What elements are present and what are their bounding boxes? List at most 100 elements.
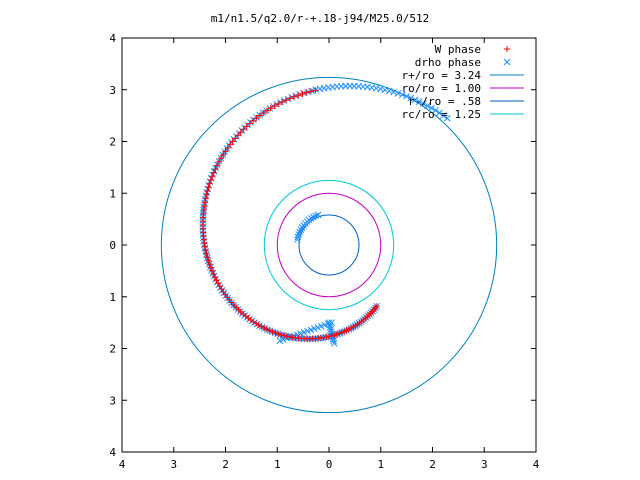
w-phase-point	[281, 332, 288, 339]
w-phase-point	[275, 101, 282, 108]
w-phase-point	[278, 331, 285, 338]
w-phase-point	[253, 115, 260, 122]
marker-stroke	[394, 90, 402, 97]
w-phase-point	[328, 332, 335, 339]
w-phase-point	[237, 129, 244, 136]
x-tick-label: 2	[429, 458, 436, 471]
y-tick-label: 4	[109, 446, 116, 459]
legend-label: r+/ro = 3.24	[402, 69, 482, 82]
w-phase-point	[216, 158, 223, 165]
drho-phase-point	[304, 88, 311, 96]
w-phase-point	[224, 145, 231, 152]
drho-phase-point	[428, 104, 435, 112]
circle-ro	[276, 192, 382, 298]
w-phase-point	[258, 323, 265, 330]
w-phase-point	[203, 250, 210, 257]
drho-phase-point	[225, 141, 233, 149]
w-phase-point	[303, 89, 310, 96]
marker-stroke	[330, 337, 337, 345]
w-phase-point	[205, 184, 212, 191]
marker-stroke	[248, 317, 256, 325]
w-phase-point	[263, 107, 270, 114]
x-tick-label: 0	[326, 458, 333, 471]
w-phase-point	[333, 331, 340, 338]
w-phase-point	[207, 176, 214, 183]
drho-phase-point	[415, 98, 423, 105]
marker-stroke	[411, 96, 419, 104]
reference-circles	[160, 76, 498, 414]
drho-phase-point	[294, 233, 302, 241]
w-phase-point	[246, 120, 253, 127]
w-phase-point	[222, 148, 229, 155]
w-phase-point	[227, 141, 234, 148]
w-phase-point	[234, 132, 241, 139]
w-phase-point	[240, 126, 247, 133]
chart-title: m1/n1.5/q2.0/r-+.18-j94/M25.0/512	[211, 12, 430, 25]
marker-stroke	[329, 83, 336, 91]
w-phase-point	[206, 261, 213, 268]
w-phase-point	[278, 99, 285, 106]
circle-rc	[263, 179, 395, 311]
w-phase-point	[326, 333, 333, 340]
w-phase-point	[203, 191, 210, 198]
marker-stroke	[503, 58, 511, 66]
w-phase-point	[272, 329, 279, 336]
w-phase-point	[206, 180, 213, 187]
marker-stroke	[420, 100, 427, 108]
w-phase-point	[308, 88, 315, 95]
w-phase-point	[266, 327, 273, 334]
w-phase-point	[373, 303, 380, 310]
w-phase-point	[210, 169, 217, 176]
marker-stroke	[390, 88, 398, 96]
marker-stroke	[328, 319, 335, 326]
drho-phase-point	[436, 109, 443, 117]
drho-phase-point	[295, 231, 303, 238]
w-phase-point	[209, 267, 216, 274]
marker-stroke	[424, 102, 431, 110]
x-tick-label: 1	[377, 458, 384, 471]
drho-phase-point	[316, 85, 324, 93]
y-tick-label: 3	[109, 394, 116, 407]
drho-phase-point	[394, 90, 402, 97]
marker-stroke	[316, 85, 324, 93]
w-phase-point	[243, 123, 250, 130]
drho-phase-point	[398, 91, 406, 99]
w-phase-point	[204, 188, 211, 195]
drho-phase-point	[328, 319, 335, 326]
w-phase-point	[202, 247, 209, 254]
w-phase-point	[201, 199, 208, 206]
w-phase-point	[212, 165, 219, 172]
drho-phase-point	[407, 94, 415, 102]
marker-stroke	[415, 98, 423, 105]
marker-stroke	[300, 89, 307, 97]
w-phase-point	[210, 270, 217, 277]
marker-stroke	[304, 88, 311, 96]
marker-stroke	[403, 92, 410, 100]
drho-phase-point	[330, 337, 337, 345]
x-tick-label: 2	[222, 458, 229, 471]
drho-phase-point	[381, 86, 389, 94]
w-phase-point	[220, 151, 227, 158]
y-tick-label: 1	[109, 291, 116, 304]
w-phase-point	[218, 155, 225, 162]
circle-r-	[298, 214, 360, 276]
w-phase-point	[283, 333, 290, 340]
w-phase-point	[323, 334, 330, 341]
x-tick-label: 1	[274, 458, 281, 471]
drho-phase-point	[320, 84, 328, 92]
w-phase-point	[229, 138, 236, 145]
x-tick-label: 3	[170, 458, 177, 471]
drho-phase-point	[390, 88, 398, 96]
w-phase-point	[207, 264, 214, 271]
legend-marker	[503, 58, 511, 66]
w-phase-point	[331, 332, 338, 339]
w-phase-point	[202, 243, 209, 250]
w-phase-point	[201, 240, 208, 247]
w-phase-point	[264, 326, 271, 333]
marker-stroke	[436, 109, 443, 117]
w-phase-point	[286, 333, 293, 340]
w-phase-point	[269, 328, 276, 335]
legend-label: W phase	[435, 43, 481, 56]
